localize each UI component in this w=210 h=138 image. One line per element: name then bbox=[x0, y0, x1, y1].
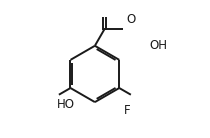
Text: HO: HO bbox=[57, 98, 75, 111]
Text: OH: OH bbox=[150, 39, 168, 52]
Text: F: F bbox=[124, 104, 131, 117]
Text: O: O bbox=[126, 13, 135, 26]
